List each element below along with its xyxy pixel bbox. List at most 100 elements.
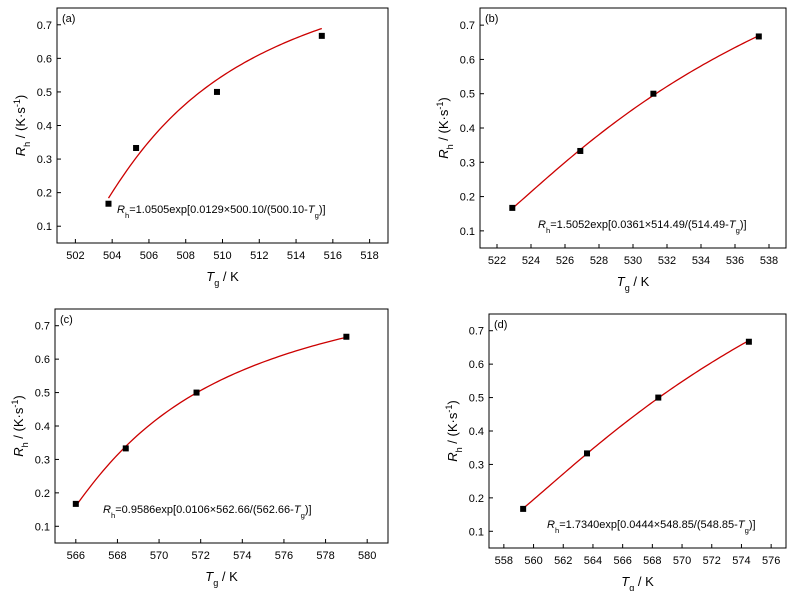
x-axis-label: Tg / K xyxy=(621,574,654,591)
data-point xyxy=(213,88,220,95)
panel-tag: (a) xyxy=(62,13,75,25)
x-tick-label: 564 xyxy=(584,555,602,567)
y-tick-label: 0.1 xyxy=(469,526,484,538)
y-tick-label: 0.7 xyxy=(460,20,475,32)
y-tick-label: 0.2 xyxy=(37,188,52,200)
x-tick-label: 532 xyxy=(658,255,676,267)
x-tick-label: 576 xyxy=(275,550,293,562)
y-tick-label: 0.1 xyxy=(460,226,475,238)
x-tick-label: 558 xyxy=(495,555,513,567)
fit-equation: Rh=1.7340exp[0.0444×548.85/(548.85-Tg)] xyxy=(547,519,756,535)
y-tick-label: 0.2 xyxy=(35,488,50,500)
y-tick-label: 0.6 xyxy=(460,54,475,66)
y-axis-label: Rh / (K·s-1) xyxy=(444,400,464,462)
x-axis-label: Tg / K xyxy=(206,269,239,288)
x-tick-label: 570 xyxy=(150,550,168,562)
y-tick-label: 0.4 xyxy=(35,421,50,433)
chart-panel: (d) 0.1 0.2 0.3 0.4 0.5 0.6 0.7 558 560 562 564 566 5… xyxy=(444,313,787,591)
plot-frame xyxy=(479,7,787,249)
data-point xyxy=(105,200,112,207)
y-axis-label: Rh / (K·s-1) xyxy=(12,95,32,157)
fit-curve xyxy=(511,35,760,209)
y-tick-label: 0.7 xyxy=(37,20,52,32)
y-tick-label: 0.5 xyxy=(35,388,50,400)
x-tick-label: 510 xyxy=(213,250,231,262)
data-point xyxy=(133,144,140,151)
y-tick-label: 0.1 xyxy=(37,221,52,233)
y-tick-label: 0.3 xyxy=(37,154,52,166)
fit-curve xyxy=(107,27,323,199)
x-tick-label: 528 xyxy=(590,255,608,267)
x-tick-label: 574 xyxy=(233,550,251,562)
x-tick-label: 572 xyxy=(192,550,210,562)
x-tick-label: 566 xyxy=(67,550,85,562)
x-tick-label: 514 xyxy=(287,250,305,262)
x-tick-label: 560 xyxy=(524,555,542,567)
data-point xyxy=(745,338,752,345)
y-tick-label: 0.7 xyxy=(469,326,484,338)
y-tick-label: 0.5 xyxy=(469,393,484,405)
data-point xyxy=(577,147,584,154)
data-point xyxy=(650,90,657,97)
panel-tag: (c) xyxy=(60,314,73,326)
chart-panel: (a) 0.1 0.2 0.3 0.4 0.5 0.6 0.7 502 504 506 508 510 5… xyxy=(12,7,389,288)
x-tick-label: 516 xyxy=(324,250,342,262)
data-point xyxy=(122,445,129,452)
x-tick-label: 512 xyxy=(250,250,268,262)
x-tick-label: 502 xyxy=(66,250,84,262)
x-tick-label: 530 xyxy=(624,255,642,267)
x-axis-label: Tg / K xyxy=(205,569,238,588)
x-tick-label: 568 xyxy=(643,555,661,567)
y-tick-label: 0.2 xyxy=(460,192,475,204)
y-tick-label: 0.4 xyxy=(460,123,475,135)
y-tick-label: 0.6 xyxy=(35,354,50,366)
y-axis-label: Rh / (K·s-1) xyxy=(10,395,30,457)
chart-panel: (b) 0.1 0.2 0.3 0.4 0.5 0.6 0.7 522 524 526 528 530 5… xyxy=(435,7,787,293)
x-tick-label: 536 xyxy=(726,255,744,267)
data-point xyxy=(193,389,200,396)
data-point xyxy=(655,394,662,401)
data-point xyxy=(72,500,79,507)
x-tick-label: 562 xyxy=(554,555,572,567)
fit-equation: Rh=0.9586exp[0.0106×562.66/(562.66-Tg)] xyxy=(103,504,312,520)
chart-panel: (c) 0.1 0.2 0.3 0.4 0.5 0.6 0.7 566 568 570 572 574 5… xyxy=(10,308,389,588)
x-tick-label: 538 xyxy=(760,255,778,267)
y-tick-label: 0.5 xyxy=(37,87,52,99)
x-tick-label: 570 xyxy=(673,555,691,567)
x-tick-label: 572 xyxy=(703,555,721,567)
y-tick-label: 0.6 xyxy=(469,359,484,371)
x-tick-label: 518 xyxy=(360,250,378,262)
fit-curve xyxy=(522,339,750,509)
data-point xyxy=(584,450,591,457)
y-tick-label: 0.2 xyxy=(469,493,484,505)
x-tick-label: 580 xyxy=(358,550,376,562)
data-point xyxy=(318,32,325,39)
x-axis-label: Tg / K xyxy=(617,274,650,293)
x-tick-label: 522 xyxy=(488,255,506,267)
y-axis-label: Rh / (K·s-1) xyxy=(435,97,455,159)
y-tick-label: 0.4 xyxy=(37,121,52,133)
data-point xyxy=(520,505,527,512)
plot-frame xyxy=(488,313,787,549)
x-tick-label: 568 xyxy=(108,550,126,562)
x-tick-label: 534 xyxy=(692,255,710,267)
fit-equation: Rh=1.5052exp[0.0361×514.49/(514.49-Tg)] xyxy=(538,219,747,235)
y-tick-label: 0.3 xyxy=(35,454,50,466)
fit-equation: Rh=1.0505exp[0.0129×500.10/(500.10-Tg)] xyxy=(117,204,326,220)
x-tick-label: 524 xyxy=(522,255,540,267)
y-tick-label: 0.7 xyxy=(35,321,50,333)
data-point xyxy=(343,333,350,340)
panel-tag: (d) xyxy=(494,319,507,331)
x-tick-label: 578 xyxy=(316,550,334,562)
y-tick-label: 0.3 xyxy=(460,157,475,169)
fit-curve xyxy=(75,336,347,507)
y-tick-label: 0.4 xyxy=(469,426,484,438)
x-tick-label: 526 xyxy=(556,255,574,267)
data-point xyxy=(509,204,516,211)
x-tick-label: 508 xyxy=(177,250,195,262)
y-tick-label: 0.3 xyxy=(469,459,484,471)
x-tick-label: 566 xyxy=(613,555,631,567)
x-tick-label: 506 xyxy=(140,250,158,262)
panel-tag: (b) xyxy=(485,13,498,25)
